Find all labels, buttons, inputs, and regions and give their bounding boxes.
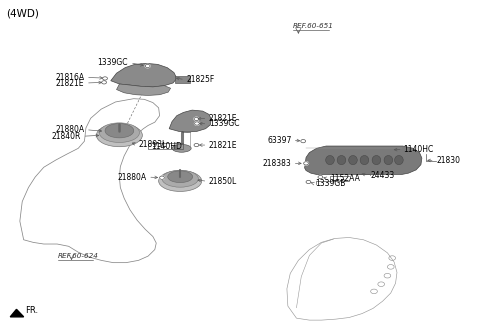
Circle shape: [306, 180, 311, 184]
Ellipse shape: [360, 155, 369, 165]
Bar: [148, 143, 182, 149]
Ellipse shape: [158, 171, 202, 192]
Text: (4WD): (4WD): [6, 9, 39, 19]
Text: 21840R: 21840R: [52, 132, 81, 141]
Circle shape: [304, 162, 309, 165]
Text: 1140HC: 1140HC: [404, 145, 434, 154]
Ellipse shape: [384, 155, 393, 165]
Polygon shape: [175, 76, 190, 83]
Circle shape: [318, 175, 323, 179]
Polygon shape: [169, 110, 211, 132]
Ellipse shape: [96, 124, 143, 147]
Ellipse shape: [372, 155, 381, 165]
Circle shape: [194, 117, 199, 121]
Circle shape: [194, 143, 199, 147]
Text: 21880A: 21880A: [55, 125, 84, 134]
Text: 21821E: 21821E: [209, 141, 238, 150]
Text: 218383: 218383: [263, 159, 292, 168]
Text: 1339GC: 1339GC: [209, 119, 240, 128]
Text: 1339GC: 1339GC: [97, 58, 128, 67]
Ellipse shape: [168, 171, 192, 183]
Circle shape: [102, 81, 107, 84]
Text: 21821E: 21821E: [56, 78, 84, 88]
Polygon shape: [10, 309, 24, 317]
Text: FR.: FR.: [25, 306, 39, 315]
Ellipse shape: [348, 155, 357, 165]
Text: 21821E: 21821E: [209, 114, 238, 123]
Polygon shape: [305, 146, 422, 174]
Ellipse shape: [162, 170, 198, 187]
Text: REF.60-624: REF.60-624: [58, 253, 99, 259]
Circle shape: [103, 77, 108, 80]
Circle shape: [159, 176, 164, 179]
Text: 24433: 24433: [370, 171, 395, 180]
Circle shape: [194, 122, 199, 125]
Text: 21880A: 21880A: [118, 173, 147, 182]
Text: 1140HD: 1140HD: [151, 142, 182, 151]
Polygon shape: [111, 63, 177, 87]
Text: 21850L: 21850L: [209, 177, 237, 186]
Polygon shape: [117, 84, 170, 95]
Text: 21816A: 21816A: [55, 73, 84, 82]
Text: 1152AA: 1152AA: [330, 174, 360, 183]
Ellipse shape: [325, 155, 334, 165]
Ellipse shape: [337, 155, 346, 165]
Ellipse shape: [105, 124, 134, 138]
Text: 21830: 21830: [436, 156, 460, 165]
Text: 63397: 63397: [267, 136, 292, 145]
Text: 21825F: 21825F: [186, 75, 215, 84]
Ellipse shape: [99, 123, 140, 142]
Ellipse shape: [172, 144, 191, 152]
Ellipse shape: [395, 155, 403, 165]
Circle shape: [301, 139, 306, 143]
Circle shape: [145, 64, 150, 68]
Text: 1339GB: 1339GB: [316, 179, 346, 188]
Text: 21893L: 21893L: [139, 140, 167, 149]
Text: REF.60-651: REF.60-651: [293, 23, 334, 29]
